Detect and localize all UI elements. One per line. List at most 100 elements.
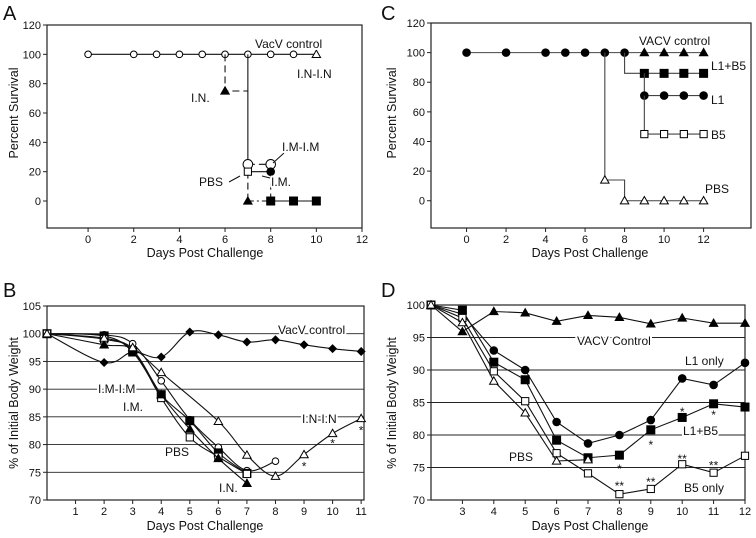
x-tick-label: 12 (739, 506, 751, 518)
y-tick-label: 90 (413, 365, 425, 377)
data-point (677, 412, 687, 422)
y-tick-label: 80 (29, 440, 41, 452)
data-point (583, 439, 593, 448)
y-tick-label: 20 (29, 167, 41, 179)
data-point (615, 430, 624, 440)
x-axis-label: Days Post Challenge (147, 519, 264, 533)
data-point (552, 417, 561, 427)
data-point (639, 47, 650, 57)
y-tick-label: 120 (407, 18, 425, 30)
panel-letter: D (381, 280, 395, 302)
x-tick-label: 7 (244, 506, 250, 518)
data-point (266, 50, 275, 59)
data-point (659, 195, 670, 205)
data-point (327, 428, 338, 438)
x-tick-label: 4 (158, 506, 164, 518)
data-point (646, 415, 656, 425)
significance-marker: * (302, 460, 307, 474)
series-i-m- (266, 167, 321, 206)
panel-c: C 0 20 40 60 80 100 120 0 2 4 6 8 10 12 Days Post Chall… (381, 3, 752, 260)
series-pbs (425, 299, 594, 465)
y-tick-label: 70 (413, 495, 425, 507)
data-point (489, 367, 498, 376)
series-b5 (640, 95, 708, 139)
data-point (677, 312, 688, 322)
x-tick-label: 8 (616, 506, 622, 518)
data-point (709, 399, 719, 409)
x-tick-label: 7 (585, 506, 591, 518)
data-point (457, 305, 467, 315)
label-leader-line (272, 152, 285, 164)
data-point (679, 68, 689, 78)
data-point (679, 129, 688, 139)
series-line (643, 73, 704, 97)
series-label: VACV Control (577, 334, 651, 348)
data-point (583, 469, 593, 478)
data-point (619, 195, 630, 205)
data-point (129, 50, 138, 59)
data-point (213, 416, 224, 425)
label-leader-line (261, 175, 271, 179)
significance-marker: * (359, 424, 364, 438)
series-label: I.N-I.N (297, 67, 332, 81)
data-point (698, 195, 709, 205)
y-tick-label: 0 (419, 196, 425, 208)
y-tick-label: 20 (413, 166, 425, 178)
series-label: PBS (705, 182, 729, 196)
data-point (740, 451, 750, 460)
data-point (740, 402, 750, 412)
series-line (604, 52, 704, 202)
data-point (709, 380, 718, 390)
x-tick-label: 12 (356, 234, 368, 246)
y-tick-label: 95 (413, 333, 425, 345)
y-tick-label: 60 (29, 108, 41, 120)
data-point (640, 129, 649, 139)
x-tick-label: 10 (310, 234, 322, 246)
data-point (266, 167, 275, 176)
y-tick-label: 75 (413, 463, 425, 475)
data-point (298, 449, 310, 459)
x-tick-label: 4 (491, 506, 497, 518)
y-tick-label: 100 (23, 49, 41, 61)
data-point (99, 339, 110, 349)
significance-marker: ** (646, 475, 656, 489)
series-label: PBS (165, 445, 189, 459)
x-tick-label: 10 (326, 506, 338, 518)
data-point (646, 425, 656, 435)
x-tick-label: 2 (131, 234, 137, 246)
data-point (311, 49, 322, 58)
data-point (552, 449, 561, 458)
series-line (624, 52, 704, 74)
y-tick-label: 0 (35, 196, 41, 208)
panel-letter: A (3, 3, 17, 25)
data-point (709, 468, 718, 477)
y-axis-label: Percent Survival (385, 67, 399, 158)
y-tick-label: 80 (29, 79, 41, 91)
data-point (156, 352, 166, 362)
x-tick-label: 0 (463, 234, 469, 246)
data-point (299, 340, 309, 350)
x-tick-label: 1 (72, 506, 78, 518)
series-vacv-control (84, 50, 317, 59)
series-vacv-control (42, 327, 366, 368)
x-tick-label: 6 (582, 234, 588, 246)
data-point (157, 377, 166, 385)
y-tick-label: 80 (413, 77, 425, 89)
significance-marker: ** (615, 479, 625, 493)
data-point (520, 307, 531, 317)
series-line (643, 95, 704, 135)
data-point (699, 68, 709, 78)
data-point (582, 454, 594, 464)
data-point (678, 195, 689, 205)
series-label: I.M. (271, 175, 291, 189)
y-tick-label: 90 (29, 384, 41, 396)
data-point (520, 407, 531, 417)
series-l1 (640, 73, 708, 100)
data-point (328, 344, 338, 354)
series-i-n- (41, 328, 252, 488)
panel-a: A 0 20 40 60 80 100 120 0 2 4 6 8 10 12 Days Post Chall… (3, 3, 368, 260)
y-tick-label: 120 (23, 20, 41, 32)
y-axis-label: Percent Survival (7, 67, 21, 158)
significance-marker: ** (709, 458, 719, 472)
data-point (678, 47, 689, 57)
